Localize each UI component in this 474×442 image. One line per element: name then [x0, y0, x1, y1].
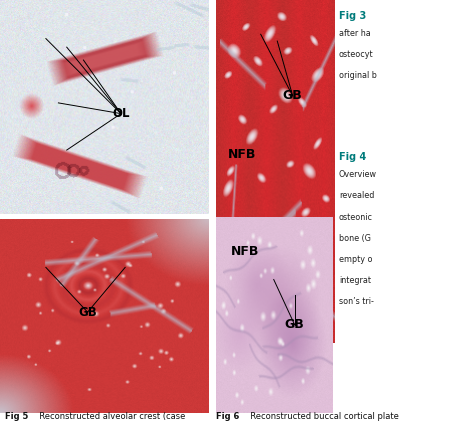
- Text: GB: GB: [285, 318, 304, 331]
- Text: Reconstructed alveolar crest (case: Reconstructed alveolar crest (case: [34, 412, 185, 421]
- Text: Reconstructed buccal cortical plate: Reconstructed buccal cortical plate: [245, 412, 399, 421]
- Text: Fig 4: Fig 4: [339, 152, 366, 163]
- Text: Overview: Overview: [339, 170, 377, 179]
- Text: bone (G: bone (G: [339, 234, 371, 243]
- Text: revealed: revealed: [339, 191, 374, 200]
- Text: after ha: after ha: [339, 29, 371, 38]
- Text: original b: original b: [339, 71, 377, 80]
- Text: Fig 5: Fig 5: [5, 412, 28, 421]
- Text: son’s tri-: son’s tri-: [339, 297, 374, 306]
- Text: NFB: NFB: [228, 148, 256, 160]
- Text: GB: GB: [78, 305, 97, 319]
- Text: GB: GB: [283, 89, 302, 103]
- Text: osteocyt: osteocyt: [339, 50, 374, 59]
- Text: integrat: integrat: [339, 276, 371, 285]
- Text: Fig 6: Fig 6: [216, 412, 239, 421]
- Text: empty o: empty o: [339, 255, 373, 264]
- Text: NFB: NFB: [230, 245, 259, 259]
- Text: osteonic: osteonic: [339, 213, 373, 221]
- Text: Fig 3: Fig 3: [339, 11, 366, 21]
- Text: OL: OL: [112, 107, 130, 120]
